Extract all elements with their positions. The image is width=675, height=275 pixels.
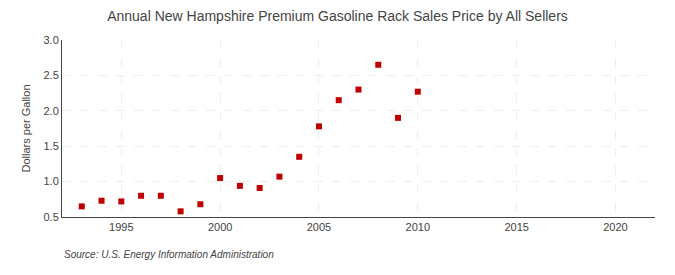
- svg-text:1995: 1995: [109, 221, 133, 233]
- svg-text:1.0: 1.0: [44, 175, 59, 187]
- svg-text:2.5: 2.5: [44, 69, 59, 81]
- svg-text:2015: 2015: [504, 221, 528, 233]
- svg-text:Source: U.S. Energy Informatio: Source: U.S. Energy Information Administ…: [64, 249, 274, 260]
- svg-text:2010: 2010: [406, 221, 430, 233]
- svg-text:2020: 2020: [603, 221, 627, 233]
- svg-text:2.0: 2.0: [44, 105, 59, 117]
- svg-text:1.5: 1.5: [44, 140, 59, 152]
- svg-text:0.5: 0.5: [44, 211, 59, 223]
- svg-text:2000: 2000: [208, 221, 232, 233]
- svg-text:3.0: 3.0: [44, 34, 59, 46]
- svg-text:Dollars per Gallon: Dollars per Gallon: [20, 84, 32, 172]
- svg-text:Annual New Hampshire Premium G: Annual New Hampshire Premium Gasoline Ra…: [107, 8, 568, 24]
- svg-text:2005: 2005: [307, 221, 331, 233]
